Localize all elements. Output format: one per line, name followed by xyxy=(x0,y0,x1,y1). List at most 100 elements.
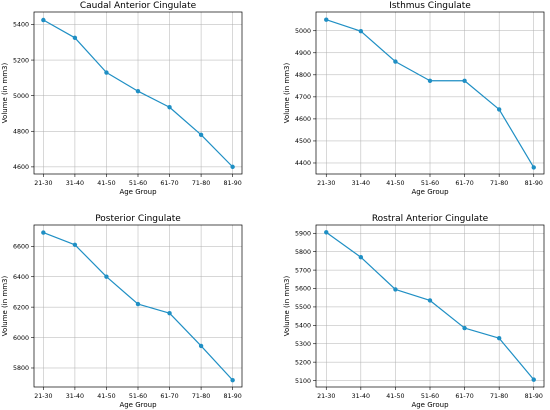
y-tick-label: 4600 xyxy=(13,164,29,171)
y-tick-label: 6600 xyxy=(13,243,29,250)
y-tick-label: 5000 xyxy=(13,93,29,100)
x-tick-label: 51-60 xyxy=(129,180,147,187)
x-tick-label: 61-70 xyxy=(455,393,473,400)
x-tick-label: 61-70 xyxy=(160,393,178,400)
x-tick-label: 71-80 xyxy=(490,180,508,187)
y-tick-label: 5000 xyxy=(295,28,311,35)
y-tick-label: 5300 xyxy=(295,341,311,348)
data-point xyxy=(393,287,398,292)
data-point xyxy=(358,28,364,34)
data-point xyxy=(104,70,109,75)
y-tick-label: 4400 xyxy=(295,160,311,167)
chart-title: Caudal Anterior Cingulate xyxy=(80,1,197,11)
data-point xyxy=(393,59,398,64)
y-axis-label: Volume (in mm3) xyxy=(1,276,9,337)
y-tick-label: 5700 xyxy=(295,267,311,274)
x-axis-label: Age Group xyxy=(411,188,449,196)
y-tick-label: 5100 xyxy=(295,378,311,385)
x-tick-label: 81-90 xyxy=(223,180,241,187)
x-axis-label: Age Group xyxy=(411,401,449,409)
chart-panel: 21-30 31-40 41-50 51-60 61-70 71-80 81-90 5100 5… xyxy=(283,214,545,409)
chart-title: Posterior Cingulate xyxy=(95,214,181,224)
x-tick-label: 21-30 xyxy=(317,180,335,187)
data-point xyxy=(198,132,204,138)
x-axis-label: Age Group xyxy=(119,401,157,409)
data-point xyxy=(230,377,235,383)
y-tick-label: 4800 xyxy=(295,72,311,79)
chart-panel: 21-30 31-40 41-50 51-60 61-70 71-80 81-90 4600 4… xyxy=(1,1,243,196)
data-point xyxy=(41,17,46,23)
x-tick-label: 51-60 xyxy=(129,393,147,400)
y-tick-label: 5200 xyxy=(295,359,311,366)
y-axis-label: Volume (in mm3) xyxy=(1,63,9,124)
data-point xyxy=(462,325,467,331)
x-tick-label: 81-90 xyxy=(525,393,543,400)
data-point xyxy=(324,17,329,22)
x-tick-label: 81-90 xyxy=(223,393,241,400)
y-axis-label: Volume (in mm3) xyxy=(283,276,291,337)
x-tick-label: 31-40 xyxy=(66,180,84,187)
x-tick-label: 31-40 xyxy=(352,180,370,187)
data-point xyxy=(496,107,502,112)
data-point xyxy=(496,336,502,341)
y-tick-label: 6200 xyxy=(13,304,29,311)
y-tick-label: 4900 xyxy=(295,50,311,57)
data-point xyxy=(198,343,204,349)
x-tick-label: 41-50 xyxy=(97,393,115,400)
data-point xyxy=(531,165,536,170)
y-tick-label: 5200 xyxy=(13,57,29,64)
data-point xyxy=(72,242,78,247)
y-axis-label: Volume (in mm3) xyxy=(283,63,291,124)
data-point xyxy=(462,78,467,83)
y-tick-label: 5500 xyxy=(295,304,311,311)
x-tick-label: 21-30 xyxy=(317,393,335,400)
x-tick-label: 21-30 xyxy=(34,180,52,187)
data-point xyxy=(358,255,364,260)
x-tick-label: 41-50 xyxy=(386,393,404,400)
x-tick-label: 81-90 xyxy=(525,180,543,187)
y-tick-label: 5900 xyxy=(295,230,311,237)
x-tick-label: 51-60 xyxy=(421,180,439,187)
y-tick-label: 4700 xyxy=(295,94,311,101)
data-point xyxy=(167,105,172,110)
y-tick-label: 5400 xyxy=(13,22,29,29)
x-tick-label: 61-70 xyxy=(160,180,178,187)
data-point xyxy=(41,230,46,235)
data-point xyxy=(167,311,172,316)
y-tick-label: 4800 xyxy=(13,128,29,135)
data-point xyxy=(427,78,433,83)
y-tick-label: 5600 xyxy=(295,286,311,293)
data-point xyxy=(104,274,109,279)
x-axis-label: Age Group xyxy=(119,188,157,196)
data-point xyxy=(427,298,433,303)
data-point xyxy=(135,89,141,94)
y-tick-label: 5800 xyxy=(295,249,311,256)
x-tick-label: 41-50 xyxy=(386,180,404,187)
y-tick-label: 5800 xyxy=(13,365,29,372)
x-tick-label: 71-80 xyxy=(490,393,508,400)
x-tick-label: 71-80 xyxy=(192,180,210,187)
data-point xyxy=(230,164,235,170)
y-tick-label: 6000 xyxy=(13,335,29,342)
data-point xyxy=(531,377,536,382)
y-tick-label: 4600 xyxy=(295,116,311,123)
x-tick-label: 61-70 xyxy=(455,180,473,187)
chart-panel: 21-30 31-40 41-50 51-60 61-70 71-80 81-90 4400 4… xyxy=(283,1,545,196)
x-tick-label: 51-60 xyxy=(421,393,439,400)
x-tick-label: 31-40 xyxy=(352,393,370,400)
chart-title: Rostral Anterior Cingulate xyxy=(372,214,489,224)
y-tick-label: 4500 xyxy=(295,138,311,145)
y-tick-label: 6400 xyxy=(13,274,29,281)
x-tick-label: 41-50 xyxy=(97,180,115,187)
data-point xyxy=(324,230,329,235)
chart-panel: 21-30 31-40 41-50 51-60 61-70 71-80 81-90 5800 6… xyxy=(1,214,243,409)
y-tick-label: 5400 xyxy=(295,323,311,330)
x-tick-label: 21-30 xyxy=(34,393,52,400)
chart-title: Isthmus Cingulate xyxy=(389,1,471,11)
data-point xyxy=(72,35,78,41)
x-tick-label: 71-80 xyxy=(192,393,210,400)
x-tick-label: 31-40 xyxy=(66,393,84,400)
